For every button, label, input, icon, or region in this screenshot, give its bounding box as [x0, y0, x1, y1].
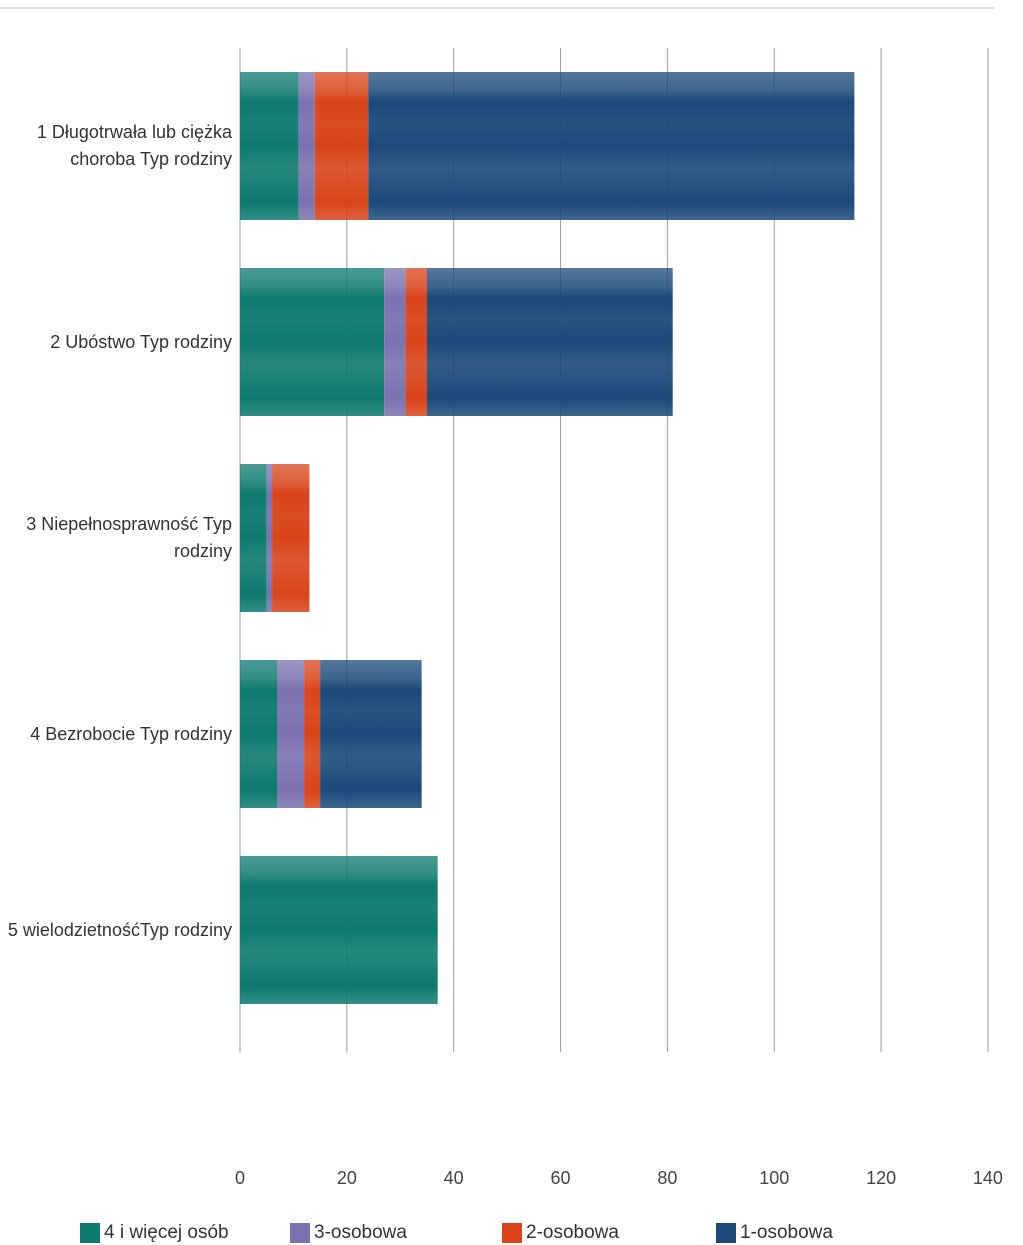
x-tick-label: 140 [972, 1168, 1003, 1188]
bar-segment [384, 268, 406, 416]
bar-segment [240, 268, 385, 416]
bar-segment [277, 660, 305, 808]
legend-label: 4 i więcej osób [104, 1222, 229, 1243]
bar-segment [426, 268, 673, 416]
legend-label: 3-osobowa [314, 1222, 407, 1243]
bar-segment [240, 72, 299, 220]
bar-segment [304, 660, 321, 808]
bar-segment [405, 268, 427, 416]
bar-segment [320, 660, 422, 808]
bar-segment [240, 660, 278, 808]
x-tick-label: 60 [550, 1168, 571, 1188]
bar-segment [272, 464, 310, 612]
x-tick-label: 20 [336, 1168, 357, 1188]
category-label: 2 Ubóstwo Typ rodziny [50, 331, 232, 352]
category-label: 1 Długotrwała lub ciężka choroba Typ rod… [36, 122, 232, 169]
x-tick-label: 40 [443, 1168, 464, 1188]
category-label: 5 wielodzietnośćTyp rodziny [7, 919, 232, 940]
legend-swatch [716, 1223, 736, 1243]
legend-item: 1-osobowa [716, 1222, 833, 1244]
x-tick-label: 0 [234, 1168, 246, 1188]
legend-item: 2-osobowa [502, 1222, 619, 1244]
category-label: 3 Niepełnosprawność Typ rodziny [26, 514, 232, 561]
legend-item: 4 i więcej osób [80, 1222, 229, 1244]
legend-item: 3-osobowa [290, 1222, 407, 1244]
legend-label: 2-osobowa [526, 1222, 619, 1243]
bar-segment [368, 72, 855, 220]
bar-segment [298, 72, 315, 220]
x-tick-label: 80 [657, 1168, 678, 1188]
legend-swatch [290, 1223, 310, 1243]
legend-swatch [502, 1223, 522, 1243]
category-label: 4 Bezrobocie Typ rodziny [30, 723, 232, 744]
bar-segment [240, 464, 267, 612]
bar-segment [314, 72, 369, 220]
x-tick-label: 120 [866, 1168, 897, 1188]
bar-segment [240, 856, 438, 1004]
x-tick-label: 100 [759, 1168, 790, 1188]
bar-segment [266, 464, 273, 612]
legend-swatch [80, 1223, 100, 1243]
legend-label: 1-osobowa [740, 1222, 833, 1243]
